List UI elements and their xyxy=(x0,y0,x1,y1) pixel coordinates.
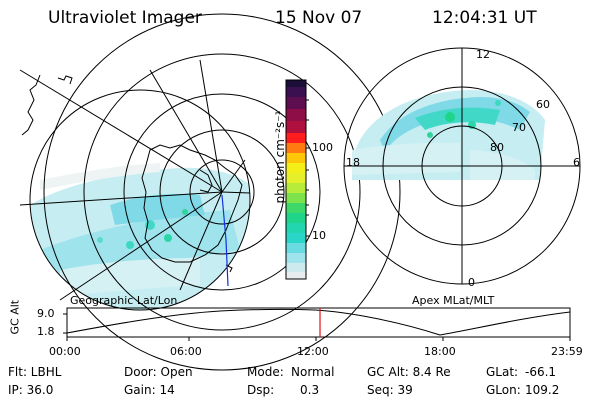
orbit-xtick-1800: 18:00 xyxy=(424,345,456,358)
mlat-label-70: 70 xyxy=(512,121,526,134)
app-title: Ultraviolet Imager xyxy=(48,8,202,28)
seq-info: Seq: 39 xyxy=(367,383,413,397)
dsp-label: Dsp: xyxy=(247,383,275,397)
orbit-xtick-1200: 12:00 xyxy=(297,345,329,358)
gc-alt-info: GC Alt: 8.4 Re xyxy=(367,365,451,379)
mlat-label-60: 60 xyxy=(536,98,550,111)
mlt-label-18: 18 xyxy=(346,156,360,169)
time-label: 12:04:31 UT xyxy=(432,8,537,28)
meridian-grid-left xyxy=(19,59,251,301)
orbit-ytick-high: 9.0 xyxy=(37,307,55,320)
glat-value: -66.1 xyxy=(525,365,557,379)
glon-value: 109.2 xyxy=(525,383,560,397)
geographic-map xyxy=(19,13,401,371)
apex-polar-map xyxy=(343,47,581,285)
glat-label: GLat: xyxy=(486,365,519,379)
colorbar xyxy=(285,79,310,280)
gain-info: Gain: 14 xyxy=(124,383,175,397)
altitude-curve xyxy=(66,308,571,336)
filter-info: Flt: LBHL xyxy=(8,365,62,379)
satellite-track xyxy=(221,194,229,287)
ip-info: IP: 36.0 xyxy=(8,383,54,397)
dsp-value: 0.3 xyxy=(300,383,320,397)
right-map-caption: Apex MLat/MLT xyxy=(412,294,495,307)
colorbar-unit-label: photon cm⁻²s⁻¹ xyxy=(273,110,287,204)
orbit-xtick-0600: 06:00 xyxy=(170,345,202,358)
orbit-ylabel: GC Alt xyxy=(8,299,22,335)
mode-label: Mode: xyxy=(247,365,284,379)
orbit-xtick-2359: 23:59 xyxy=(551,345,583,358)
mlt-label-12: 12 xyxy=(476,48,490,61)
orbit-ytick-low: 1.8 xyxy=(37,325,55,338)
orbit-xtick-0000: 00:00 xyxy=(49,345,81,358)
aurora-emission-right xyxy=(352,90,545,180)
mode-value: Normal xyxy=(291,365,335,379)
door-info: Door: Open xyxy=(124,365,193,379)
latitude-grid-left xyxy=(43,13,401,371)
aurora-emission-left xyxy=(30,163,250,310)
mlat-label-80: 80 xyxy=(490,141,504,154)
left-map-caption: Geographic Lat/Lon xyxy=(70,294,178,307)
mlt-label-6: 6 xyxy=(573,156,580,169)
colorbar-tick-100: 100 xyxy=(312,141,333,154)
colorbar-tick-10: 10 xyxy=(312,229,326,242)
orbit-altitude-plot xyxy=(63,307,571,341)
mlt-label-0: 0 xyxy=(468,276,475,289)
coastlines xyxy=(21,74,243,273)
field-of-view-boundary xyxy=(29,89,251,311)
date-label: 15 Nov 07 xyxy=(275,8,363,28)
glon-label: GLon: xyxy=(486,383,521,397)
